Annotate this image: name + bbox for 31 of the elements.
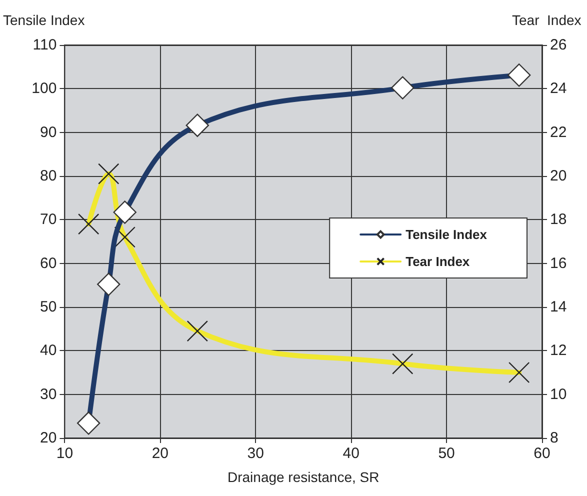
- y2-tick-label: 14: [550, 298, 567, 316]
- y2-tick-label: 10: [550, 386, 567, 403]
- y2-tick-label: 12: [550, 342, 567, 360]
- y-tick-label: 20: [40, 430, 57, 446]
- x-tick-label: 20: [152, 445, 169, 462]
- y2-tick-label: 20: [550, 168, 567, 184]
- legend-label: Tensile Index: [406, 227, 488, 242]
- y2-tick-label: 24: [550, 80, 567, 98]
- y2-tick-label: 22: [550, 124, 567, 141]
- x-tick-label: 40: [342, 445, 360, 462]
- y-axis-title: Tensile Index: [3, 12, 85, 28]
- y-tick-label: 90: [40, 124, 57, 141]
- y2-axis-title: Tear Index: [512, 12, 582, 28]
- y-tick-label: 40: [40, 342, 57, 360]
- y-tick-label: 50: [40, 298, 57, 316]
- y2-tick-label: 26: [550, 36, 567, 54]
- y2-tick-label: 18: [550, 211, 567, 228]
- y-tick-label: 80: [40, 168, 57, 184]
- y-tick-label: 110: [32, 36, 57, 54]
- x-axis-title: Drainage resistance, SR: [227, 469, 380, 485]
- legend-label: Tear Index: [406, 254, 470, 269]
- y-tick-label: 30: [40, 386, 57, 403]
- x-tick-label: 30: [247, 445, 264, 462]
- y-tick-label: 100: [32, 80, 57, 98]
- y2-tick-label: 16: [550, 254, 567, 272]
- x-tick-label: 10: [56, 445, 74, 462]
- y-tick-label: 70: [40, 211, 57, 228]
- x-tick-label: 60: [534, 445, 550, 462]
- y2-tick-label: 8: [550, 430, 558, 446]
- y-tick-label: 60: [40, 254, 57, 272]
- x-tick-label: 50: [438, 445, 455, 462]
